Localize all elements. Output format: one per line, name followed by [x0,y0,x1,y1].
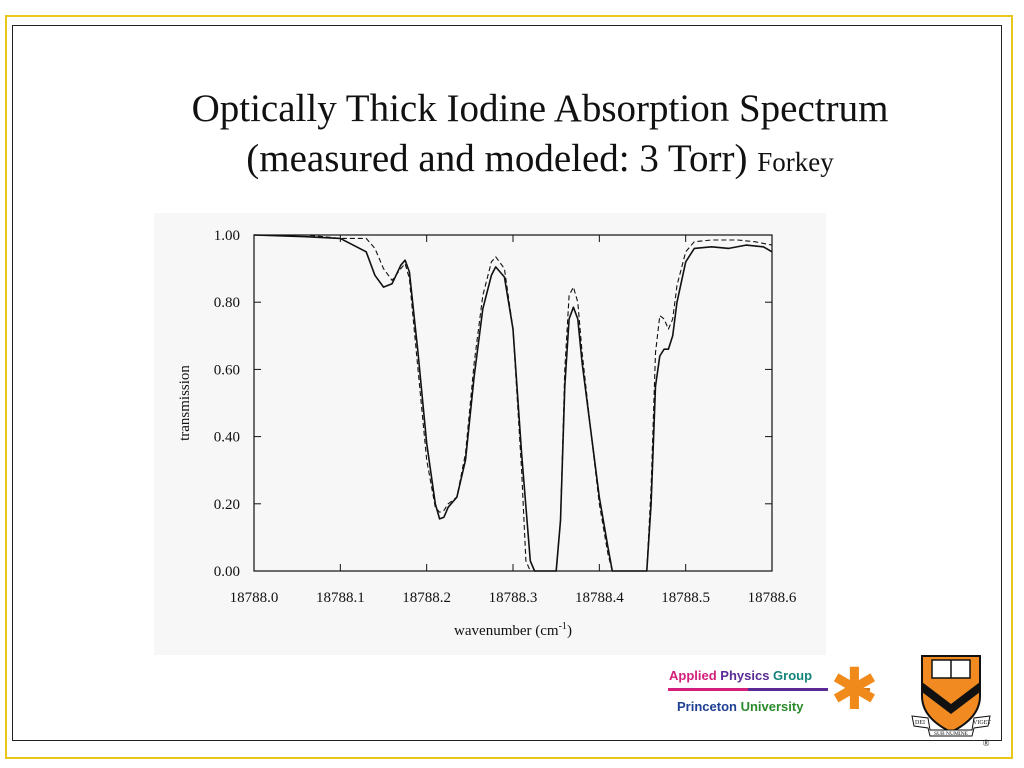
logo-word-applied: Applied [669,668,721,683]
y-tick-label: 0.00 [214,564,240,580]
x-tick-label: 18788.5 [661,590,710,606]
plot-frame [253,234,773,572]
x-axis-label-superscript: -1 [559,621,567,632]
y-tick-label: 0.20 [214,497,240,513]
y-tick-label: 0.40 [214,430,240,446]
ribbon-right-text: VIGET [973,720,991,726]
transmission-chart: 0.000.200.400.600.801.00 18788.0 18788.1 1… [177,228,797,639]
y-axis-label: transmission [177,365,193,441]
logo-rule-1 [668,688,748,691]
x-tick-label: 18788.6 [748,590,797,606]
applied-physics-logo: Applied Physics Group Princeton Universi… [664,660,879,720]
shield-chevron [922,682,980,714]
logo-word-princeton: Princeton [677,699,741,714]
modeled-dashed-line [254,234,773,572]
series-lines [253,234,773,572]
registered-mark: ® [983,738,990,748]
x-axis-label-end: ) [567,623,572,639]
x-axis-label: wavenumber (cm-1) [454,621,572,639]
author-name: Forkey [757,147,834,177]
y-tick-label: 1.00 [214,228,240,244]
x-tick-label: 18788.0 [230,590,279,606]
slide-outer-border [5,15,1013,759]
logo-line-1: Applied Physics Group [669,668,812,683]
title-line-2: (measured and modeled: 3 Torr) Forkey [110,134,970,187]
y-tick-label: 0.80 [214,295,240,311]
x-tick-label: 18788.3 [489,590,538,606]
logo-word-group: Group [773,668,813,683]
princeton-shield-icon: DEI SUB NUMINE VIGET ® [911,655,991,748]
x-axis-label-text: wavenumber (cm [454,623,559,639]
chart-panel: 0.00 0.20 0.40 0.60 0.80 1.00 18788.0 18788.1 1… [154,213,826,655]
x-tick-label: 18788.1 [316,590,365,606]
x-tick-label: 18788.4 [575,590,624,606]
x-tick-label: 18788.2 [402,590,451,606]
slide-title: Optically Thick Iodine Absorption Spectr… [110,84,970,187]
x-ticks: 18788.0 18788.1 18788.2 18788.3 18788.4 18788… [230,235,797,606]
logo-rule-3 [848,688,870,691]
ribbon-center-text: SUB NUMINE [934,731,969,737]
ribbon-left-text: DEI [915,720,925,726]
shield-ribbon [911,715,991,737]
slide-inner-border [12,25,1002,741]
logo-word-university: University [740,699,804,714]
title-line-1: Optically Thick Iodine Absorption Spectr… [191,87,889,130]
logo-line-2: Princeton University [677,699,803,714]
title-line-2-text: (measured and modeled: 3 Torr) [246,137,748,180]
y-ticks: 0.00 0.20 0.40 0.60 0.80 1.00 [214,228,772,580]
measured-solid-line [253,234,773,572]
asterisk-star-icon: ✱ [830,655,879,723]
y-tick-label: 0.60 [214,362,240,378]
logo-rule-2 [748,688,828,691]
logo-word-physics: Physics [720,668,774,683]
